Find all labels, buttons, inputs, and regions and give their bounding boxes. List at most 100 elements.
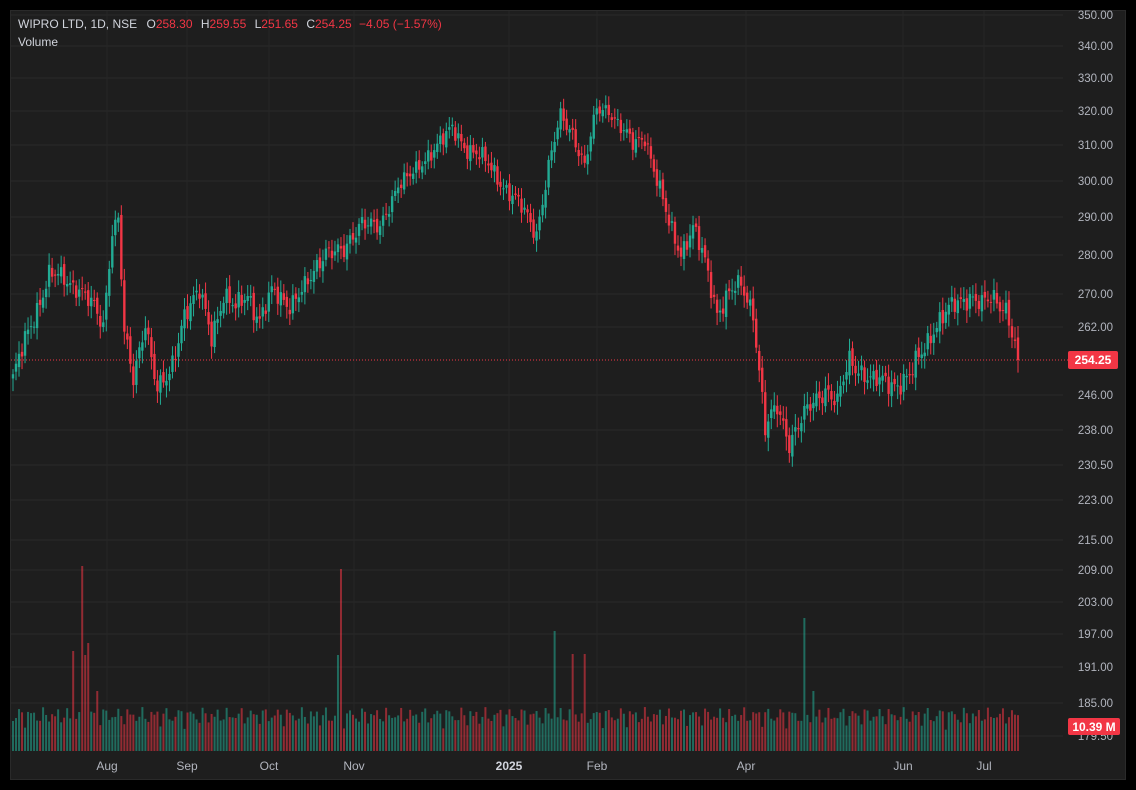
volume-bar (974, 716, 977, 751)
candle-body (709, 272, 713, 299)
candle-body (505, 185, 508, 188)
volume-bar (102, 709, 105, 751)
volume-bar (767, 708, 770, 751)
candle-body (384, 213, 388, 215)
volume-bar (210, 713, 213, 751)
volume-bar (255, 714, 258, 751)
candle-body (809, 404, 812, 411)
volume-bar (469, 711, 472, 751)
volume-bar (418, 722, 421, 751)
volume-bar (186, 712, 189, 751)
volume-bar (400, 707, 403, 751)
volume-bar (670, 717, 673, 751)
candle-body (360, 217, 364, 224)
volume-bar (129, 714, 132, 751)
volume-bar (938, 710, 941, 751)
candle-body (38, 299, 42, 305)
volume-bar (373, 715, 376, 751)
candle-body (216, 319, 219, 323)
volume-bar (198, 722, 201, 751)
candle-body (487, 163, 490, 166)
volume-bar (123, 724, 126, 751)
x-tick-label: Sep (176, 759, 198, 773)
candle-body (381, 215, 385, 226)
volume-bar (896, 720, 899, 751)
candle-body (935, 328, 938, 333)
candle-body (773, 405, 776, 412)
volume-bar (746, 720, 749, 751)
candle-body (135, 360, 138, 385)
candle-body (71, 280, 75, 283)
volume-bar (276, 709, 279, 751)
candle-body (411, 173, 415, 179)
volume-bar (165, 708, 168, 751)
candle-body (309, 280, 313, 282)
candle-body (538, 216, 541, 231)
candle-body (366, 225, 370, 227)
symbol-title: WIPRO LTD, 1D, NSE (18, 17, 138, 31)
y-tick-label: 320.00 (1078, 106, 1113, 118)
candle-body (56, 273, 60, 276)
volume-bar (535, 711, 538, 751)
volume-bar (797, 720, 800, 751)
candle-body (415, 161, 418, 173)
volume-bar (33, 712, 36, 751)
volume-bar (162, 713, 165, 751)
candle-body (761, 367, 764, 392)
volume-bar (433, 714, 436, 751)
volume-bar (833, 717, 836, 751)
volume-bar (177, 710, 180, 751)
candle-body (818, 391, 821, 399)
volume-bar (637, 722, 640, 751)
volume-bar (995, 717, 998, 751)
volume-bar (544, 708, 547, 751)
candle-body (941, 309, 944, 324)
candle-body (848, 350, 851, 376)
y-tick-label: 203.00 (1078, 597, 1113, 609)
candle-body (255, 316, 258, 323)
volume-bar (959, 722, 962, 751)
volume-bar (180, 711, 183, 751)
volume-bar (887, 709, 890, 751)
candle-body (1007, 299, 1011, 326)
volume-bar (683, 709, 686, 751)
volume-bar (559, 708, 562, 751)
volume-bar (213, 716, 216, 751)
candle-body (983, 291, 987, 298)
candle-body (180, 325, 183, 344)
candle-body (721, 308, 725, 314)
candle-body (120, 214, 123, 280)
candle-body (625, 129, 629, 133)
candle-body (559, 108, 562, 130)
volume-bar (604, 711, 607, 751)
volume-bar (854, 713, 857, 751)
volume-bar (526, 724, 529, 751)
volume-bar (613, 720, 616, 751)
candle-body (117, 217, 120, 223)
candle-body (752, 298, 755, 321)
volume-bar (430, 718, 433, 751)
volume-bar (364, 711, 367, 751)
candle-body (378, 226, 382, 235)
volume-bar (980, 720, 983, 751)
candle-body (821, 397, 824, 404)
open-label: O (146, 17, 156, 31)
volume-bar (905, 718, 908, 751)
candle-body (282, 293, 286, 300)
candle-body (643, 141, 647, 147)
candle-body (803, 405, 806, 420)
volume-bar (78, 712, 81, 751)
volume-bar (306, 723, 309, 751)
candle-body (824, 388, 827, 407)
volume-bar (646, 716, 649, 751)
volume-bar (631, 714, 634, 751)
candle-body (44, 288, 48, 298)
volume-bar (625, 727, 628, 751)
candle-body (854, 365, 857, 374)
volume-bar (96, 691, 99, 751)
candle-body (35, 302, 39, 329)
candle-body (655, 169, 659, 186)
volume-bar (315, 711, 318, 751)
candle-body (526, 209, 529, 213)
